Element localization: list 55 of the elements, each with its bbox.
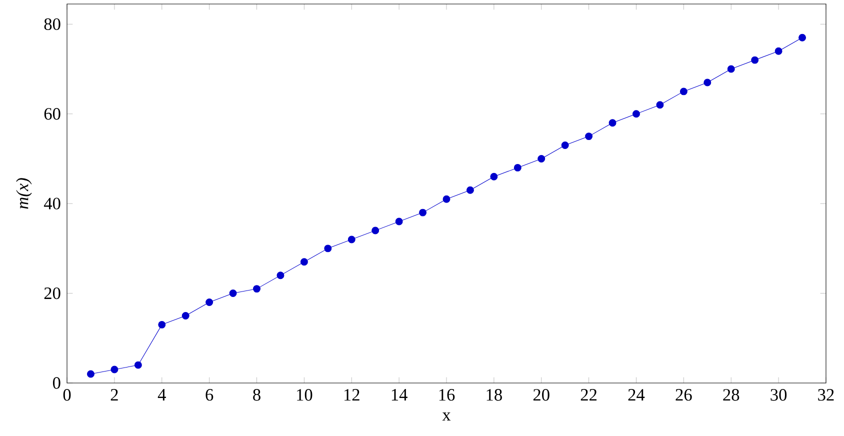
point	[751, 56, 759, 64]
point	[158, 320, 166, 328]
x-tick-label: 18	[486, 389, 502, 401]
point	[229, 290, 237, 298]
x-tick-label: 2	[110, 389, 118, 401]
point	[680, 88, 688, 96]
point	[442, 195, 450, 203]
point	[134, 361, 142, 369]
y-tick-label: 60	[44, 108, 60, 120]
point	[395, 218, 403, 226]
point	[206, 298, 214, 306]
point	[348, 236, 356, 244]
x-tick-label: 14	[392, 389, 408, 400]
point	[561, 142, 569, 150]
x-axis-title: x	[442, 412, 451, 421]
point	[372, 226, 380, 234]
x-tick-label: 32	[818, 389, 834, 401]
x-tick-label: 26	[676, 389, 692, 401]
point	[656, 101, 664, 109]
point	[324, 244, 332, 252]
x-tick-label: 10	[297, 389, 312, 401]
x-tick-label: 30	[770, 389, 787, 401]
y-tick-label: 20	[44, 287, 60, 300]
x-tick-label: 8	[253, 389, 260, 401]
point	[727, 65, 735, 73]
x-tick-label: 12	[344, 389, 360, 401]
point	[300, 258, 308, 266]
y-tick-label: 80	[44, 18, 60, 30]
point	[774, 47, 782, 55]
x-tick-label: 6	[206, 389, 214, 401]
x-tick-label: 22	[580, 389, 597, 401]
point	[490, 172, 498, 180]
y-axis-title: m(x)	[16, 178, 32, 209]
point	[585, 132, 593, 140]
point	[86, 370, 94, 378]
point	[798, 34, 806, 42]
point	[419, 208, 427, 216]
point	[466, 186, 474, 194]
x-tick-label: 20	[533, 389, 550, 401]
point	[632, 110, 640, 118]
x-tick-label: 24	[628, 389, 645, 401]
point	[110, 366, 118, 374]
point	[182, 312, 190, 320]
point	[704, 78, 712, 86]
point	[514, 164, 522, 172]
x-tick-label: 0	[63, 389, 71, 401]
y-tick-label: 0	[52, 377, 60, 389]
x-tick-label: 28	[723, 389, 740, 401]
point	[253, 285, 260, 293]
point	[538, 154, 546, 162]
point	[608, 119, 616, 127]
x-tick-label: 16	[439, 389, 455, 401]
point	[276, 272, 284, 280]
y-tick-label: 40	[44, 198, 60, 210]
x-tick-label: 4	[158, 389, 166, 400]
